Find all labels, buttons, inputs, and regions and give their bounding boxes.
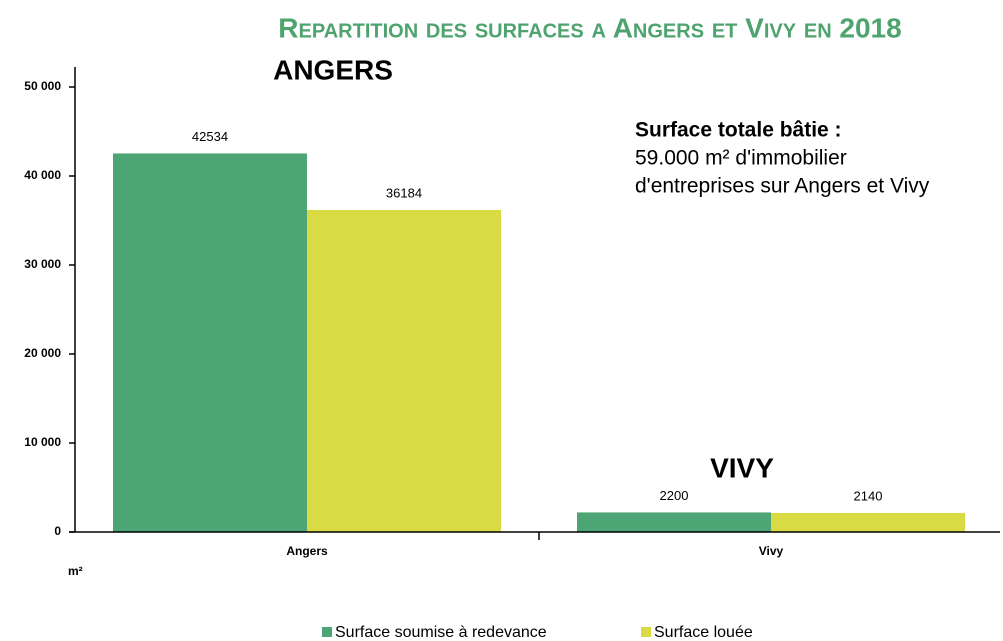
annotation: ANGERS — [273, 54, 393, 85]
bar — [307, 209, 501, 532]
annotation: d'entreprises sur Angers et Vivy — [635, 175, 930, 198]
annotation: Surface totale bâtie : — [635, 119, 842, 142]
bar — [577, 512, 771, 532]
y-tick-label: 40 000 — [24, 168, 61, 182]
data-label: 36184 — [386, 185, 422, 200]
y-tick-label: 30 000 — [24, 257, 61, 271]
x-tick-label: Angers — [286, 544, 328, 558]
data-label: 2140 — [854, 488, 883, 503]
x-tick-label: Vivy — [759, 544, 784, 558]
legend-label: Surface louée — [654, 624, 753, 641]
bar — [771, 512, 965, 532]
y-axis-label: m² — [68, 564, 83, 578]
chart-title: Repartition des surfaces a Angers et Viv… — [278, 12, 901, 43]
legend-swatch — [322, 627, 332, 637]
y-tick-label: 0 — [54, 524, 61, 538]
annotation: VIVY — [710, 452, 774, 483]
y-tick-label: 50 000 — [24, 79, 61, 93]
bar — [113, 153, 307, 533]
legend-swatch — [641, 627, 651, 637]
annotation: 59.000 m² d'immobilier — [635, 147, 847, 170]
y-tick-label: 20 000 — [24, 346, 61, 360]
legend-label: Surface soumise à redevance — [335, 624, 547, 641]
data-label: 42534 — [192, 129, 228, 144]
data-label: 2200 — [660, 488, 689, 503]
y-tick-label: 10 000 — [24, 435, 61, 449]
